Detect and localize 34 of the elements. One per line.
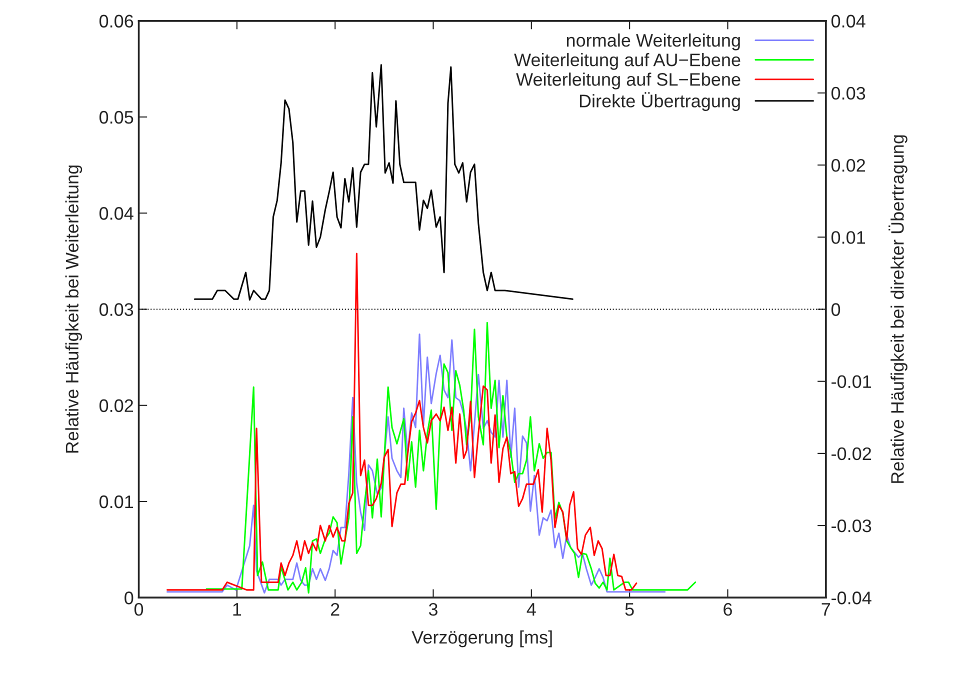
x-tick-label: 7 xyxy=(822,603,830,616)
x-tick-label: 1 xyxy=(233,603,242,616)
y-tick-label: 0.04 xyxy=(99,207,134,220)
y2-tick-label: 0 xyxy=(831,303,840,316)
legend-label: Weiterleitung auf SL−Ebene xyxy=(516,72,740,90)
legend-label: Direkte Übertragung xyxy=(580,92,740,111)
y-tick-label: 0.01 xyxy=(99,495,134,508)
y-tick-label: 0 xyxy=(124,592,134,604)
y-tick-label: 0.05 xyxy=(99,110,134,124)
y2-tick-label: -0.01 xyxy=(832,375,872,388)
x-tick-label: 6 xyxy=(724,602,732,616)
y2-tick-label: 0.04 xyxy=(831,14,866,28)
x-tick-label: 5 xyxy=(625,603,634,616)
y-axis-title: Relative Häufigkeit bei Weiterleitung xyxy=(65,166,82,453)
y2-tick-label: 0.01 xyxy=(831,231,866,244)
line-series xyxy=(166,333,666,594)
y2-tick-label: -0.04 xyxy=(832,592,872,604)
x-tick-label: 2 xyxy=(330,602,340,616)
line-series xyxy=(166,252,638,591)
legend-label: Weiterleitung auf AU−Ebene xyxy=(514,53,740,70)
y2-tick-label: -0.02 xyxy=(832,447,871,460)
x-tick-label: 4 xyxy=(526,603,536,616)
y2-tick-label: 0.02 xyxy=(831,158,865,172)
x-tick-label: 0 xyxy=(134,602,144,616)
legend-label: normale Weiterleitung xyxy=(566,34,740,50)
y2-tick-label: -0.03 xyxy=(832,519,872,532)
x-axis-title: Verzögerung [ms] xyxy=(412,630,552,648)
y-tick-label: 0.03 xyxy=(99,303,134,316)
line-series xyxy=(206,322,696,594)
y2-axis-title: Relative Häufigkeit bei direkter Übertragung xyxy=(888,135,908,483)
y-tick-label: 0.02 xyxy=(99,399,133,412)
x-tick-label: 3 xyxy=(428,602,438,616)
y-tick-label: 0.06 xyxy=(99,14,134,28)
y2-tick-label: 0.03 xyxy=(831,86,866,100)
